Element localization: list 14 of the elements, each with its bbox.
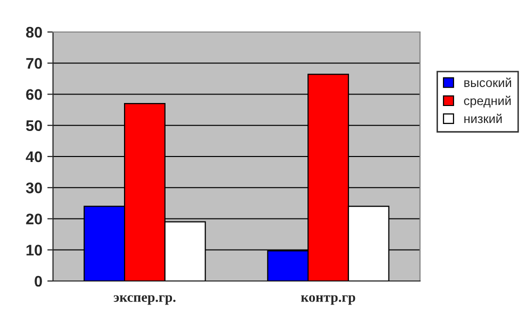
y-tick-label: 80 [26, 26, 42, 38]
legend-label: средний [464, 96, 511, 108]
legend-label: высокий [464, 78, 512, 88]
y-tick-label: 10 [26, 244, 42, 256]
y-tick-label: 30 [26, 182, 42, 194]
y-tick-label: 40 [26, 151, 42, 162]
y-tick-label: 50 [26, 120, 42, 132]
x-tick-label: контр.гр [301, 295, 356, 305]
y-tick-label: 60 [26, 89, 42, 100]
legend-label: низкий [464, 114, 502, 124]
y-tick-label: 70 [26, 58, 42, 69]
x-tick-label: экспер.гр. [114, 295, 176, 305]
y-tick-label: 20 [26, 214, 42, 224]
y-tick-label: 0 [34, 276, 42, 287]
